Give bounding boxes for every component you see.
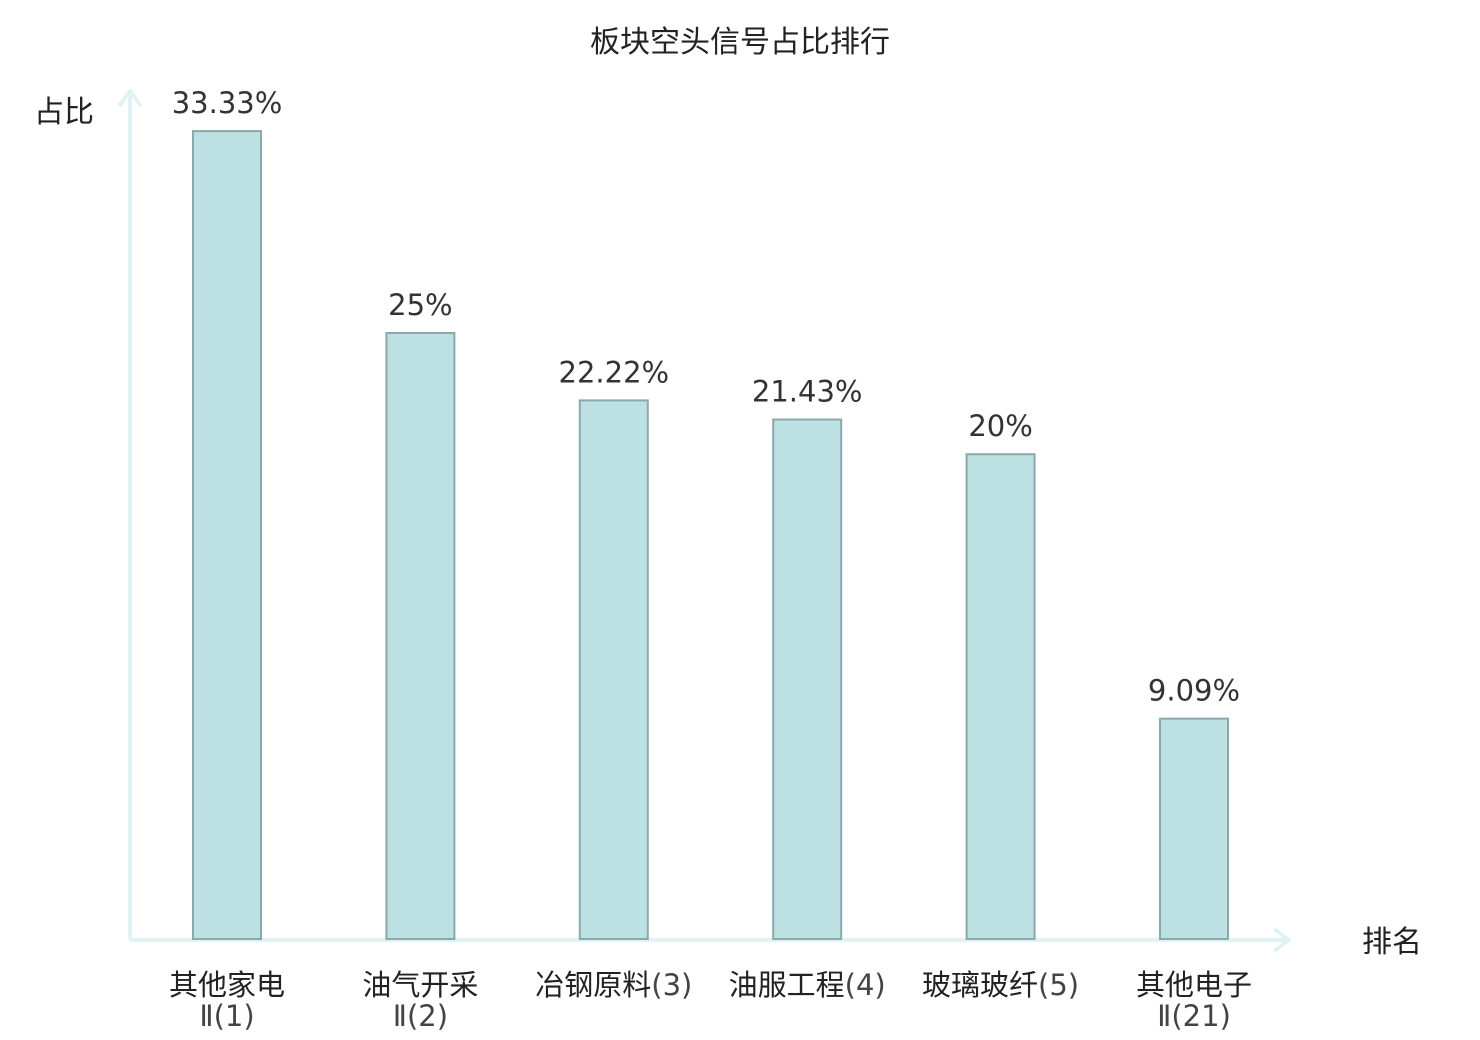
tick-label-name: 玻璃玻纤 bbox=[922, 968, 1038, 1002]
x-axis-label: 排名 bbox=[1362, 925, 1422, 960]
bar bbox=[192, 130, 262, 940]
tick-label-rank: Ⅱ(2) bbox=[393, 999, 448, 1033]
tick-label-rank: Ⅱ(21) bbox=[1157, 999, 1231, 1033]
bar bbox=[578, 399, 649, 940]
tick-label-name: 冶钢原料 bbox=[535, 968, 651, 1002]
tick-label: 冶钢原料(3) bbox=[535, 968, 692, 1002]
tick-label: 油服工程(4) bbox=[729, 968, 886, 1002]
x-axis bbox=[130, 927, 1291, 953]
value-labels-group: 33.33% 25% 22.22% 21.43% 20% 9.09% bbox=[172, 86, 1240, 708]
tick-label-name: 油服工程 bbox=[729, 968, 845, 1002]
data-label: 9.09% bbox=[1148, 674, 1240, 708]
tick-label: 其他电子 bbox=[1136, 968, 1252, 1002]
bars-group bbox=[192, 130, 1229, 940]
data-label: 33.33% bbox=[172, 86, 283, 120]
tick-label-rank: (4) bbox=[845, 968, 886, 1002]
tick-label: 油气开采 bbox=[362, 968, 478, 1002]
bar bbox=[385, 332, 456, 940]
tick-label-rank: (3) bbox=[651, 968, 692, 1002]
bar bbox=[772, 418, 843, 940]
y-axis-label: 占比 bbox=[34, 95, 94, 130]
data-label: 20% bbox=[968, 409, 1032, 443]
bar bbox=[965, 453, 1036, 940]
chart-title: 板块空头信号占比排行 bbox=[590, 25, 890, 60]
bar bbox=[1159, 717, 1229, 940]
y-axis bbox=[117, 89, 143, 940]
tick-label: 玻璃玻纤(5) bbox=[922, 968, 1079, 1002]
tick-label-rank: Ⅱ(1) bbox=[199, 999, 254, 1033]
data-label: 25% bbox=[388, 288, 452, 322]
tick-label-rank: (5) bbox=[1038, 968, 1079, 1002]
tick-label: 其他家电 bbox=[169, 968, 285, 1002]
data-label: 22.22% bbox=[559, 355, 670, 389]
data-label: 21.43% bbox=[752, 375, 863, 409]
